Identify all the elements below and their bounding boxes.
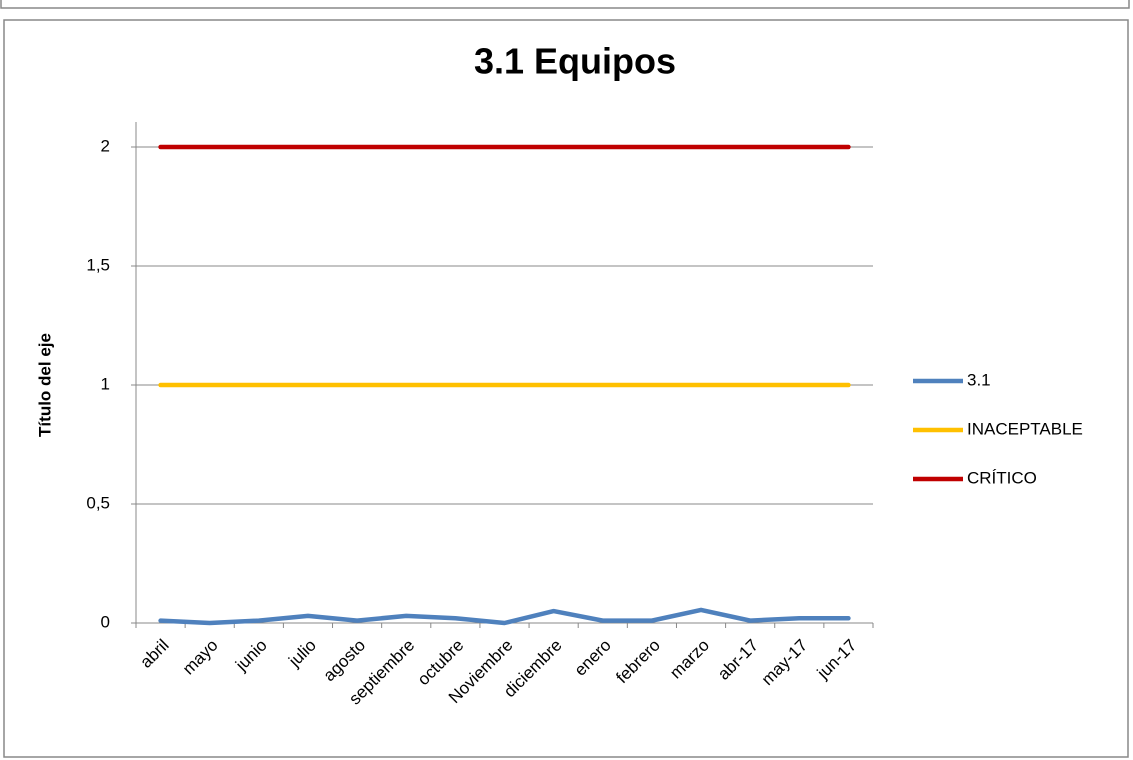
legend-label: INACEPTABLE [967,419,1083,438]
top-frame [0,0,1130,9]
legend-label: 3.1 [967,370,991,389]
y-tick-label: 0 [101,612,110,631]
y-tick-label: 0,5 [86,493,110,512]
y-axis-title: Título del eje [35,333,54,437]
y-tick-label: 2 [101,136,110,155]
y-tick-label: 1,5 [86,255,110,274]
legend-label: CRÍTICO [967,468,1037,487]
chart-frame [3,19,1129,758]
y-tick-label: 1 [101,374,110,393]
chart-title: 3.1 Equipos [474,41,676,82]
series-line [158,607,851,626]
